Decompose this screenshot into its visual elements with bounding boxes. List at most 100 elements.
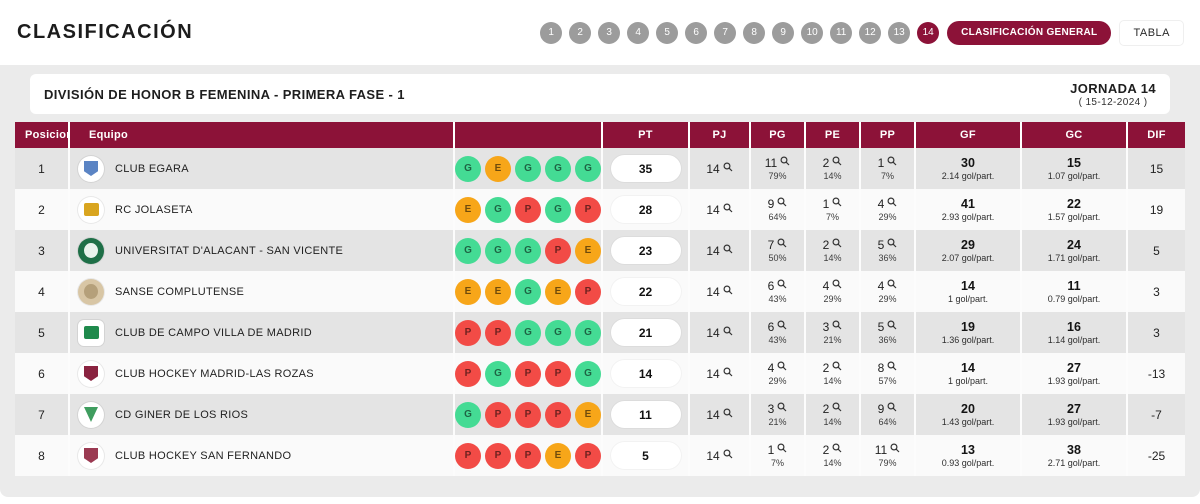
draws-stack: 2 14% bbox=[823, 402, 843, 427]
round-button-8[interactable]: 8 bbox=[743, 21, 766, 44]
team-logo bbox=[78, 360, 104, 387]
magnifier-icon[interactable] bbox=[832, 320, 842, 330]
round-button-5[interactable]: 5 bbox=[656, 21, 679, 44]
magnifier-icon[interactable] bbox=[777, 402, 787, 412]
losses-stack: 4 29% bbox=[878, 197, 898, 222]
round-button-7[interactable]: 7 bbox=[714, 21, 737, 44]
magnifier-icon[interactable] bbox=[832, 156, 842, 166]
table-row: 5 CLUB DE CAMPO VILLA DE MADRID P P G G G 21 14 6… bbox=[15, 312, 1185, 353]
goals-for-stack: 14 1 gol/part. bbox=[948, 361, 988, 386]
goals-for-cell: 19 1.36 gol/part. bbox=[914, 312, 1020, 353]
round-button-1[interactable]: 1 bbox=[540, 21, 563, 44]
diff-value: 5 bbox=[1126, 230, 1185, 271]
magnifier-icon[interactable] bbox=[887, 361, 897, 371]
losses-value: 5 bbox=[878, 238, 898, 252]
played-number: 14 bbox=[706, 407, 720, 422]
points-cell: 23 bbox=[601, 230, 688, 271]
magnifier-icon[interactable] bbox=[777, 197, 787, 207]
magnifier-icon[interactable] bbox=[832, 402, 842, 412]
magnifier-icon[interactable] bbox=[887, 279, 897, 289]
losses-percent: 36% bbox=[878, 253, 897, 263]
round-button-10[interactable]: 10 bbox=[801, 21, 824, 44]
form-badge-g: G bbox=[455, 237, 481, 264]
competition-bar: DIVISIÓN DE HONOR B FEMENINA - PRIMERA F… bbox=[30, 74, 1170, 114]
round-button-9[interactable]: 9 bbox=[772, 21, 795, 44]
magnifier-icon[interactable] bbox=[890, 443, 900, 453]
diff-value: -25 bbox=[1126, 435, 1185, 476]
magnifier-icon[interactable] bbox=[777, 361, 787, 371]
magnifier-icon[interactable] bbox=[832, 279, 842, 289]
form-badge-e: E bbox=[575, 401, 601, 428]
magnifier-icon[interactable] bbox=[887, 402, 897, 412]
draws-cell: 4 29% bbox=[804, 271, 859, 312]
wins-value: 4 bbox=[768, 361, 788, 375]
draws-percent: 14% bbox=[823, 458, 842, 468]
magnifier-icon[interactable] bbox=[887, 320, 897, 330]
tabla-button[interactable]: TABLA bbox=[1119, 19, 1184, 46]
magnifier-icon[interactable] bbox=[832, 238, 842, 248]
magnifier-icon[interactable] bbox=[723, 325, 733, 336]
goals-against-average: 1.07 gol/part. bbox=[1047, 171, 1101, 181]
points-pill: 35 bbox=[610, 155, 681, 182]
magnifier-icon[interactable] bbox=[887, 156, 897, 166]
round-button-11[interactable]: 11 bbox=[830, 21, 853, 44]
round-button-3[interactable]: 3 bbox=[598, 21, 621, 44]
round-button-6[interactable]: 6 bbox=[685, 21, 708, 44]
magnifier-icon[interactable] bbox=[723, 448, 733, 459]
diff-value: 3 bbox=[1126, 271, 1185, 312]
jornada-date: ( 15-12-2024 ) bbox=[1078, 96, 1148, 108]
points-pill: 11 bbox=[610, 401, 681, 428]
draws-stack: 2 14% bbox=[823, 443, 843, 468]
draws-number: 2 bbox=[822, 361, 830, 375]
goals-against-stack: 38 2.71 gol/part. bbox=[1048, 443, 1101, 468]
team-logo-emblem bbox=[83, 203, 99, 216]
round-button-13[interactable]: 13 bbox=[888, 21, 911, 44]
losses-number: 8 bbox=[877, 361, 885, 375]
team-logo bbox=[78, 278, 104, 305]
played-number: 14 bbox=[706, 366, 720, 381]
magnifier-icon[interactable] bbox=[723, 202, 733, 213]
magnifier-icon[interactable] bbox=[887, 197, 897, 207]
round-button-12[interactable]: 12 bbox=[859, 21, 882, 44]
magnifier-icon[interactable] bbox=[723, 161, 733, 172]
round-button-2[interactable]: 2 bbox=[569, 21, 592, 44]
played-cell: 14 bbox=[688, 435, 749, 476]
magnifier-icon[interactable] bbox=[723, 366, 733, 377]
magnifier-icon[interactable] bbox=[723, 284, 733, 295]
goals-against-stack: 27 1.93 gol/part. bbox=[1048, 402, 1101, 427]
position-value: 7 bbox=[15, 394, 68, 435]
magnifier-icon[interactable] bbox=[777, 238, 787, 248]
magnifier-icon[interactable] bbox=[832, 443, 842, 453]
jornada-box: JORNADA 14 ( 15-12-2024 ) bbox=[1070, 81, 1156, 108]
magnifier-icon[interactable] bbox=[832, 361, 842, 371]
magnifier-icon[interactable] bbox=[723, 407, 733, 418]
wins-percent: 43% bbox=[768, 294, 787, 304]
magnifier-icon[interactable] bbox=[777, 279, 787, 289]
wins-stack: 6 43% bbox=[768, 320, 788, 345]
form-badge-p: P bbox=[575, 278, 601, 305]
goals-against-cell: 11 0.79 gol/part. bbox=[1020, 271, 1126, 312]
magnifier-icon[interactable] bbox=[780, 156, 790, 166]
magnifier-icon[interactable] bbox=[777, 443, 787, 453]
magnifier-icon[interactable] bbox=[723, 243, 733, 254]
form-badge-p: P bbox=[515, 442, 541, 469]
goals-for-average: 2.93 gol/part. bbox=[941, 212, 995, 222]
draws-value: 2 bbox=[823, 238, 843, 252]
draws-stack: 2 14% bbox=[823, 238, 843, 263]
magnifier-icon[interactable] bbox=[887, 238, 897, 248]
played-cell: 14 bbox=[688, 353, 749, 394]
round-button-14[interactable]: 14 bbox=[917, 21, 940, 44]
round-button-4[interactable]: 4 bbox=[627, 21, 650, 44]
clasificacion-general-button[interactable]: CLASIFICACIÓN GENERAL bbox=[947, 20, 1112, 45]
magnifier-icon[interactable] bbox=[832, 197, 842, 207]
wins-percent: 29% bbox=[768, 376, 787, 386]
magnifier-icon[interactable] bbox=[777, 320, 787, 330]
goals-against-average: 1.93 gol/part. bbox=[1047, 376, 1101, 386]
column-header-team: Equipo bbox=[68, 122, 453, 148]
diff-value: 3 bbox=[1126, 312, 1185, 353]
rounds-nav: 1 2 3 4 5 6 7 8 9 10 11 12 13 14 bbox=[540, 21, 940, 44]
column-header-pos: Posicion bbox=[15, 122, 73, 148]
goals-against-number: 27 bbox=[1067, 402, 1081, 416]
